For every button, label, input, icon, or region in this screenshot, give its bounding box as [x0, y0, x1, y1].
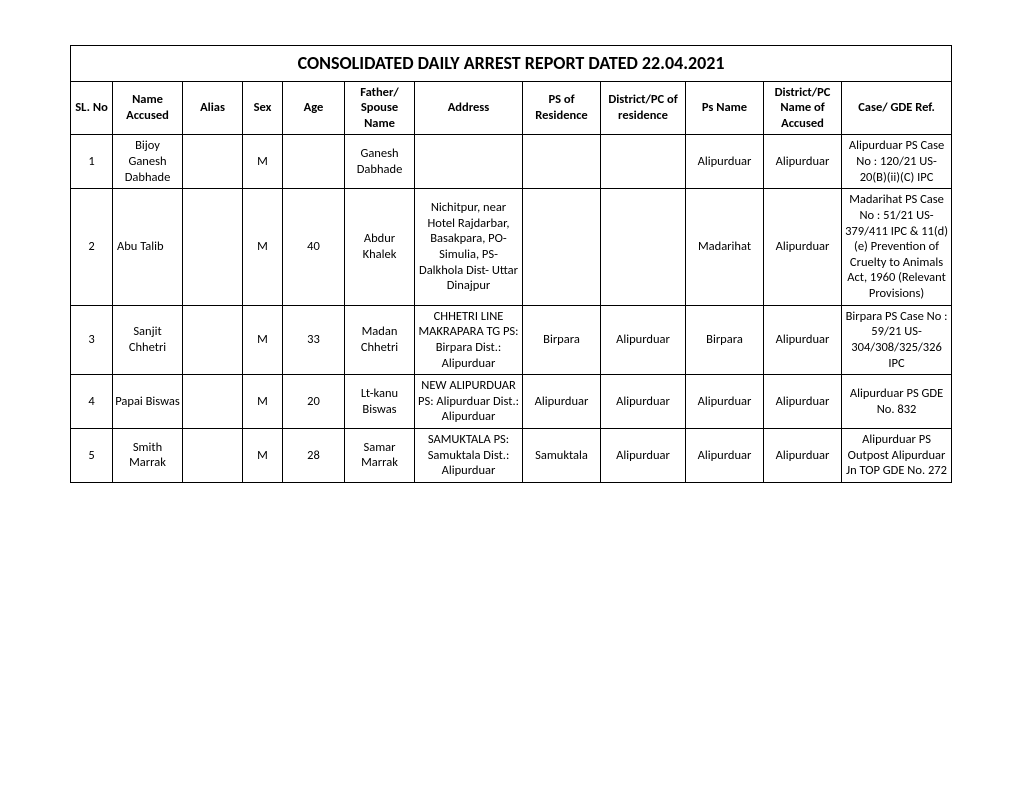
cell-name: Papai Biswas — [113, 375, 183, 429]
cell-father: Abdur Khalek — [345, 189, 415, 305]
cell-psname: Alipurduar — [686, 135, 764, 189]
cell-slno: 3 — [71, 305, 113, 375]
cell-father: Samar Marrak — [345, 429, 415, 483]
col-header: Father/ Spouse Name — [345, 81, 415, 135]
cell-distacc: Alipurduar — [764, 375, 842, 429]
cell-address: CHHETRI LINE MAKRAPARA TG PS: Birpara Di… — [415, 305, 523, 375]
cell-age — [283, 135, 345, 189]
cell-name: Sanjit Chhetri — [113, 305, 183, 375]
cell-father: Lt-kanu Biswas — [345, 375, 415, 429]
col-header: Case/ GDE Ref. — [842, 81, 952, 135]
cell-case: Alipurduar PS GDE No. 832 — [842, 375, 952, 429]
arrest-report-table: CONSOLIDATED DAILY ARREST REPORT DATED 2… — [70, 45, 952, 483]
cell-slno: 4 — [71, 375, 113, 429]
title-row: CONSOLIDATED DAILY ARREST REPORT DATED 2… — [71, 46, 952, 82]
cell-distres: Alipurduar — [601, 429, 686, 483]
cell-name: Smith Marrak — [113, 429, 183, 483]
cell-distres — [601, 135, 686, 189]
cell-sex: M — [243, 375, 283, 429]
col-header: Ps Name — [686, 81, 764, 135]
table-row: 3 Sanjit Chhetri M 33 Madan Chhetri CHHE… — [71, 305, 952, 375]
col-header: Sex — [243, 81, 283, 135]
cell-distacc: Alipurduar — [764, 305, 842, 375]
cell-distres: Alipurduar — [601, 305, 686, 375]
table-row: 2 Abu Talib M 40 Abdur Khalek Nichitpur,… — [71, 189, 952, 305]
cell-distacc: Alipurduar — [764, 135, 842, 189]
cell-father: Madan Chhetri — [345, 305, 415, 375]
cell-age: 40 — [283, 189, 345, 305]
cell-psres — [523, 135, 601, 189]
cell-case: Madarihat PS Case No : 51/21 US-379/411 … — [842, 189, 952, 305]
cell-psname: Alipurduar — [686, 429, 764, 483]
cell-address: Nichitpur, near Hotel Rajdarbar, Basakpa… — [415, 189, 523, 305]
cell-name: Abu Talib — [113, 189, 183, 305]
cell-age: 28 — [283, 429, 345, 483]
cell-distres — [601, 189, 686, 305]
report-title: CONSOLIDATED DAILY ARREST REPORT DATED 2… — [71, 46, 952, 82]
cell-address: NEW ALIPURDUAR PS: Alipurduar Dist.: Ali… — [415, 375, 523, 429]
cell-psname: Alipurduar — [686, 375, 764, 429]
cell-case: Alipurduar PS Case No : 120/21 US-20(B)(… — [842, 135, 952, 189]
cell-psres: Samuktala — [523, 429, 601, 483]
col-header: Age — [283, 81, 345, 135]
col-header: District/PC of residence — [601, 81, 686, 135]
cell-alias — [183, 135, 243, 189]
cell-alias — [183, 429, 243, 483]
col-header: PS of Residence — [523, 81, 601, 135]
cell-sex: M — [243, 189, 283, 305]
cell-father: Ganesh Dabhade — [345, 135, 415, 189]
cell-alias — [183, 305, 243, 375]
table-row: 4 Papai Biswas M 20 Lt-kanu Biswas NEW A… — [71, 375, 952, 429]
cell-psres — [523, 189, 601, 305]
col-header: District/PC Name of Accused — [764, 81, 842, 135]
cell-age: 33 — [283, 305, 345, 375]
cell-address: SAMUKTALA PS: Samuktala Dist.: Alipurdua… — [415, 429, 523, 483]
cell-psres: Birpara — [523, 305, 601, 375]
cell-name: Bijoy Ganesh Dabhade — [113, 135, 183, 189]
cell-alias — [183, 375, 243, 429]
cell-age: 20 — [283, 375, 345, 429]
table-row: 5 Smith Marrak M 28 Samar Marrak SAMUKTA… — [71, 429, 952, 483]
cell-distacc: Alipurduar — [764, 429, 842, 483]
table-row: 1 Bijoy Ganesh Dabhade M Ganesh Dabhade … — [71, 135, 952, 189]
cell-slno: 1 — [71, 135, 113, 189]
page: CONSOLIDATED DAILY ARREST REPORT DATED 2… — [0, 0, 1020, 483]
cell-slno: 5 — [71, 429, 113, 483]
cell-psname: Birpara — [686, 305, 764, 375]
cell-case: Birpara PS Case No : 59/21 US-304/308/32… — [842, 305, 952, 375]
header-row: SL. No Name Accused Alias Sex Age Father… — [71, 81, 952, 135]
cell-distacc: Alipurduar — [764, 189, 842, 305]
cell-case: Alipurduar PS Outpost Alipurduar Jn TOP … — [842, 429, 952, 483]
cell-address — [415, 135, 523, 189]
cell-psres: Alipurduar — [523, 375, 601, 429]
cell-sex: M — [243, 305, 283, 375]
cell-psname: Madarihat — [686, 189, 764, 305]
cell-alias — [183, 189, 243, 305]
cell-slno: 2 — [71, 189, 113, 305]
col-header: Address — [415, 81, 523, 135]
cell-distres: Alipurduar — [601, 375, 686, 429]
cell-sex: M — [243, 429, 283, 483]
col-header: Alias — [183, 81, 243, 135]
col-header: Name Accused — [113, 81, 183, 135]
cell-sex: M — [243, 135, 283, 189]
col-header: SL. No — [71, 81, 113, 135]
